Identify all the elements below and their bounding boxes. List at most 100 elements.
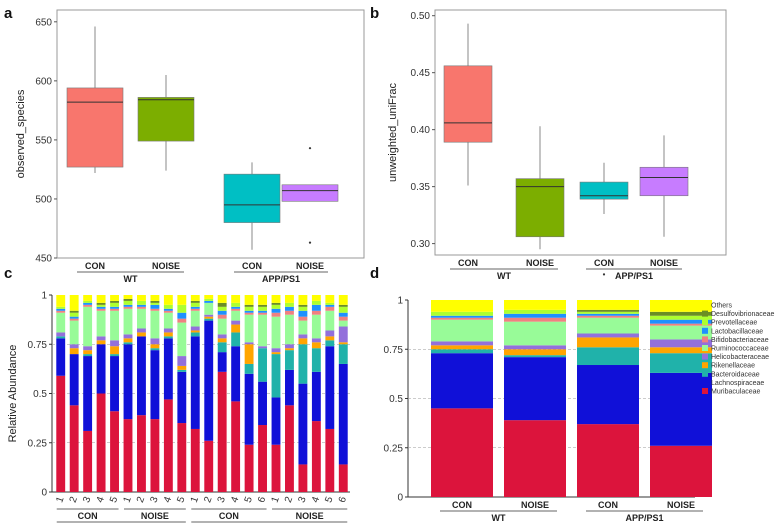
bar-segment-lactobacillaceae [504,313,566,318]
bar-segment-helicobacteraceae [431,341,493,346]
bar-segment-prevotellaceae [231,302,241,307]
bar-segment-lactobacillaceae [150,304,160,309]
bar-segment-lactobacillaceae [431,315,493,318]
bar-segment-muribaculaceae [69,405,79,492]
legend-swatch [702,379,708,386]
bar-segment-rikenellaceae [217,338,227,343]
bar-segment-lachnospiraceae [271,397,281,445]
bar-segment-bifidobacteriaceae [150,308,160,311]
bar-segment-bacteroidaceae [577,347,639,366]
bar-segment-bacteroidaceae [271,354,281,398]
y-tick-label: 0.30 [411,239,431,250]
bar-segment-lactobacillaceae [325,304,335,307]
bar-segment-rikenellaceae [650,347,712,354]
bar-segment-lachnospiraceae [650,372,712,446]
bar-segment-muribaculaceae [56,375,66,492]
bar-segment-others [83,295,93,301]
bar-segment-prevotellaceae [258,306,267,311]
bar-segment-others [231,295,241,303]
box-appps1-con [579,181,629,200]
bar-segment-bifidobacteriaceae [110,308,119,311]
bar-segment-muribaculaceae [431,408,493,497]
bar-segment-ruminococcaceae [56,312,66,333]
box-appps1-noise [281,184,339,202]
bar-segment-desulfovibrionaceae [298,304,308,307]
bar-segment-lactobacillaceae [69,316,79,319]
panel-label-d: d [370,265,379,282]
legend-label: Bacteroidaceae [711,371,760,378]
bar-segment-prevotellaceae [137,300,146,305]
y-axis-label: Relative Abundance [7,345,19,443]
bar-segment-lactobacillaceae [204,300,214,303]
bar-segment-muribaculaceae [190,428,200,492]
subgroup-label: CON [242,261,262,271]
bar-segment-lactobacillaceae [311,304,321,311]
y-tick-label: 1 [41,291,47,302]
bar-segment-others [325,295,335,303]
bar-segment-others [150,295,160,301]
y-tick-label: 0.5 [33,389,47,400]
bar-segment-bifidobacteriaceae [650,323,712,326]
bar-segment-rikenellaceae [285,348,294,351]
bar-segment-prevotellaceae [83,300,93,303]
bar-segment-bacteroidaceae [110,354,119,357]
bar-segment-others [217,295,227,303]
bar-segment-lactobacillaceae [137,304,146,307]
bar-segment-prevotellaceae [217,306,227,311]
bar-segment-muribaculaceae [244,444,254,492]
bar-segment-bacteroidaceae [204,318,214,321]
bar-segment-lachnospiraceae [177,371,187,424]
bar-segment-ruminococcaceae [163,312,173,329]
legend-swatch [702,327,708,334]
bar-segment-ruminococcaceae [244,314,254,343]
bar-segment-muribaculaceae [231,401,241,492]
group-label: WT [497,271,511,281]
bar-segment-lactobacillaceae [338,312,348,317]
legend-swatch [702,388,708,394]
legend-label: Rikenellaceae [711,363,755,370]
bar-segment-prevotellaceae [298,306,308,311]
sample-label: 2 [68,495,80,504]
legend-swatch [702,302,708,308]
bar-segment-bifidobacteriaceae [338,316,348,321]
bar-segment-lachnospiraceae [244,373,254,445]
bar-segment-lachnospiraceae [163,338,173,400]
bar-segment-prevotellaceae [244,306,254,311]
bar-segment-bacteroidaceae [56,336,66,339]
bar-segment-helicobacteraceae [244,342,254,345]
subgroup-label: NOISE [152,261,180,271]
bar-segment-bifidobacteriaceae [504,317,566,322]
bar-segment-bifidobacteriaceae [217,314,227,319]
bar-segment-rikenellaceae [577,337,639,348]
sample-label: 5 [243,495,255,504]
bar-segment-others [163,295,173,305]
legend-swatch [702,353,708,360]
bar-segment-lactobacillaceae [56,308,66,311]
subgroup-label: NOISE [141,511,169,521]
sample-label: 3 [81,495,93,504]
bar-segment-rikenellaceae [163,332,173,337]
y-tick-label: 0.25 [384,443,404,454]
outlier-point [602,273,606,276]
bar-segment-rikenellaceae [231,324,241,333]
bar-segment-others [56,295,66,307]
bar-segment-ruminococcaceae [190,310,200,327]
bar-segment-ruminococcaceae [83,306,93,347]
bar-segment-muribaculaceae [325,428,335,492]
y-tick-label: 600 [35,76,52,87]
panel-label-c: c [4,265,12,282]
sample-label: 5 [175,495,187,504]
category-label: CON [452,500,472,510]
bar-segment-bacteroidaceae [504,355,566,358]
bar-segment-others [271,295,281,303]
bar-segment-bacteroidaceae [190,332,200,337]
bar-segment-ruminococcaceae [177,322,187,357]
bar-segment-ruminococcaceae [285,314,294,345]
box-wt-noise [515,178,565,238]
bar-segment-rikenellaceae [69,348,79,355]
bar-segment-desulfovibrionaceae [150,300,160,303]
outlier-point [308,147,312,150]
bar-segment-others [577,300,639,310]
legend-label: Others [711,303,733,310]
